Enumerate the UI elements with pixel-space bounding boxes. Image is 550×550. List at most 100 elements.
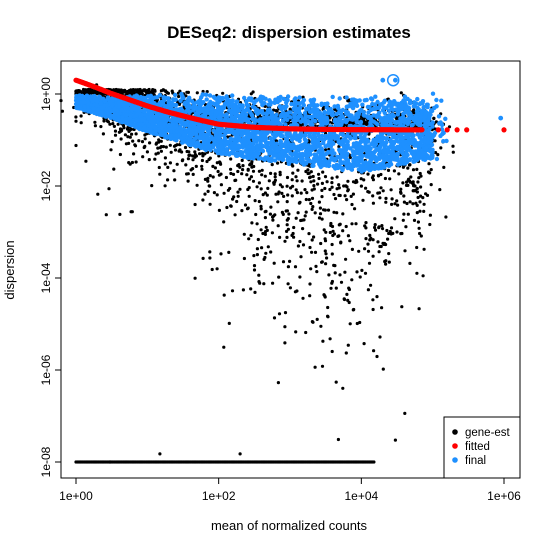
final-point xyxy=(260,95,265,100)
gene-est-point xyxy=(236,194,240,198)
gene-est-point xyxy=(243,203,248,207)
gene-est-point xyxy=(113,129,118,133)
gene-est-point xyxy=(270,163,274,167)
gene-est-point xyxy=(355,270,359,274)
gene-est-point xyxy=(447,125,452,129)
gene-est-point xyxy=(88,90,92,94)
gene-est-point xyxy=(332,192,336,197)
gene-est-point xyxy=(109,148,113,152)
gene-est-point xyxy=(378,196,382,200)
gene-est-point xyxy=(348,322,352,326)
gene-est-point xyxy=(247,194,251,198)
gene-est-point xyxy=(333,271,337,275)
gene-est-point xyxy=(350,247,354,251)
gene-est-point xyxy=(312,179,316,183)
gene-est-point xyxy=(93,124,97,128)
gene-est-point xyxy=(159,145,163,149)
gene-est-point xyxy=(422,202,426,206)
gene-est-point xyxy=(288,286,292,290)
final-point xyxy=(320,133,325,139)
final-point xyxy=(334,111,339,117)
gene-est-point xyxy=(266,245,270,249)
gene-est-point xyxy=(241,168,245,172)
gene-est-point xyxy=(392,169,396,173)
gene-est-point xyxy=(281,260,286,264)
gene-est-point xyxy=(408,261,412,265)
gene-est-point xyxy=(286,282,290,286)
final-point xyxy=(191,101,197,106)
gene-est-point xyxy=(270,231,274,235)
gene-est-point xyxy=(282,194,286,198)
gene-est-point xyxy=(320,260,324,264)
gene-est-point xyxy=(198,152,202,156)
gene-est-point xyxy=(371,194,375,198)
gene-est-point xyxy=(156,146,160,150)
gene-est-point xyxy=(292,225,296,230)
gene-est-point xyxy=(246,187,250,192)
gene-est-point xyxy=(157,138,161,142)
gene-est-point xyxy=(222,345,226,349)
gene-est-point xyxy=(377,225,381,229)
gene-est-point xyxy=(119,129,123,133)
gene-est-point xyxy=(415,203,419,207)
gene-est-point xyxy=(325,256,329,260)
gene-est-point xyxy=(405,180,409,184)
gene-est-point xyxy=(252,254,256,258)
gene-est-point xyxy=(400,305,404,309)
gene-est-point xyxy=(278,170,282,174)
gene-est-point xyxy=(415,271,419,275)
final-point xyxy=(285,156,291,161)
gene-est-point xyxy=(278,173,282,177)
gene-est-point xyxy=(429,168,433,172)
gene-est-point xyxy=(434,151,438,155)
gene-est-point xyxy=(205,90,209,94)
gene-est-point xyxy=(294,216,298,220)
gene-est-point xyxy=(417,307,421,311)
gene-est-point xyxy=(307,164,311,168)
gene-est-point xyxy=(278,183,282,187)
gene-est-point xyxy=(373,225,377,230)
gene-est-point xyxy=(371,254,375,258)
gene-est-point xyxy=(333,264,337,268)
gene-est-point xyxy=(348,155,352,160)
gene-est-point xyxy=(324,230,328,234)
gene-est-point xyxy=(349,194,353,198)
gene-est-point xyxy=(343,270,347,274)
gene-est-point xyxy=(305,191,309,195)
gene-est-point xyxy=(433,139,437,143)
gene-est-point xyxy=(158,452,162,456)
gene-est-point xyxy=(150,184,154,188)
gene-est-point xyxy=(311,205,315,209)
final-point xyxy=(252,121,257,126)
gene-est-point xyxy=(295,289,299,293)
gene-est-point xyxy=(344,224,348,229)
gene-est-point xyxy=(93,120,97,124)
gene-est-point xyxy=(283,311,288,315)
gene-est-point xyxy=(331,229,335,233)
gene-est-point xyxy=(225,205,229,210)
gene-est-point xyxy=(74,89,78,93)
gene-est-point xyxy=(276,381,280,385)
gene-est-point xyxy=(135,88,139,92)
gene-est-point xyxy=(339,240,343,244)
gene-est-point xyxy=(203,177,207,181)
gene-est-point xyxy=(418,231,422,236)
gene-est-point xyxy=(297,201,301,205)
gene-est-point xyxy=(399,232,403,236)
gene-est-point xyxy=(130,132,134,136)
gene-est-point xyxy=(419,185,423,189)
gene-est-point xyxy=(187,150,191,154)
gene-est-point xyxy=(369,236,373,240)
gene-est-point xyxy=(315,317,319,321)
gene-est-point xyxy=(194,154,198,158)
gene-est-point xyxy=(280,191,284,195)
gene-est-point xyxy=(350,222,354,226)
gene-est-point xyxy=(211,164,215,168)
gene-est-point xyxy=(341,386,345,390)
gene-est-point xyxy=(311,174,315,179)
gene-est-point xyxy=(168,161,172,165)
gene-est-point xyxy=(137,139,141,143)
gene-est-point xyxy=(143,137,147,141)
gene-est-point xyxy=(324,252,328,256)
gene-est-point xyxy=(401,181,405,185)
